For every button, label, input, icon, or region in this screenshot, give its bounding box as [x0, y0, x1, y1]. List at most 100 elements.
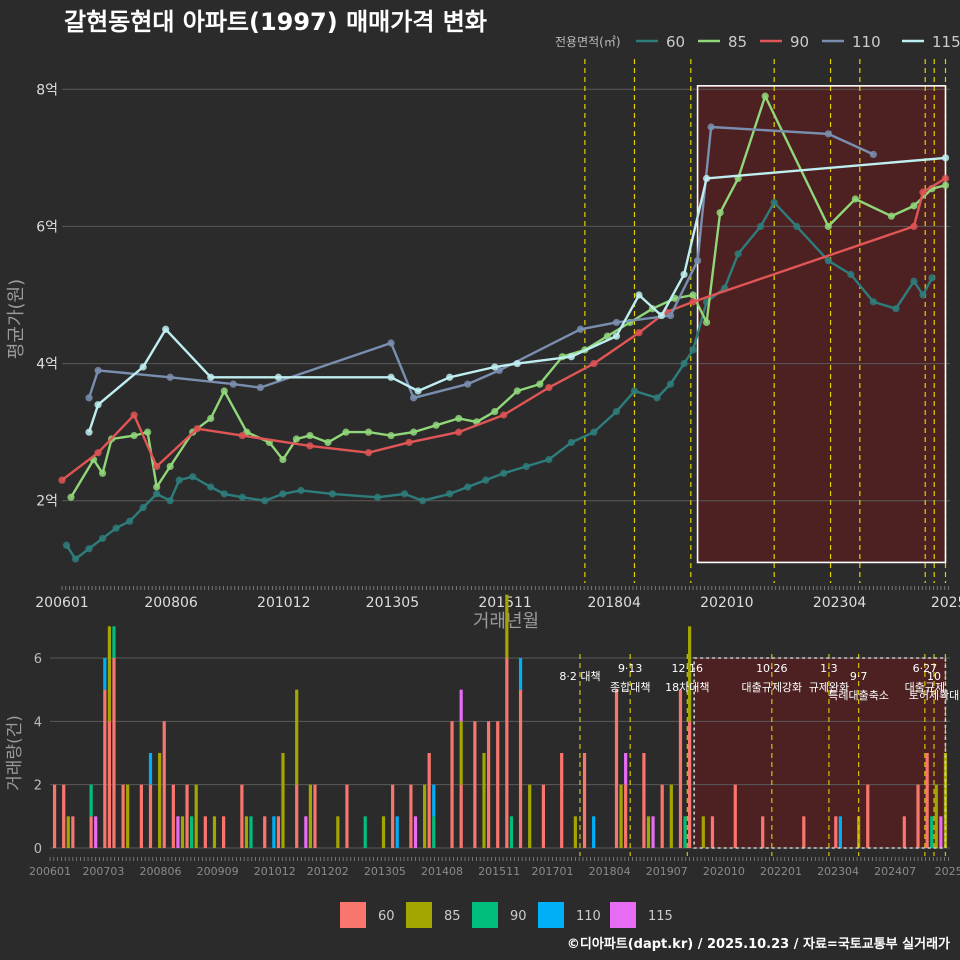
bottom-x-tick-label: 201202: [307, 865, 349, 878]
bar-110: [838, 816, 842, 848]
data-point-85: [98, 469, 107, 477]
data-point-85: [513, 387, 521, 395]
legend-label-110: 110: [852, 33, 881, 51]
bar-110: [432, 784, 436, 817]
bottom-legend-swatch-115: [610, 902, 636, 928]
data-point-85: [432, 421, 440, 429]
data-point-60: [207, 483, 215, 491]
bottom-x-tick-label: 201804: [589, 865, 631, 878]
bar-85: [295, 689, 299, 785]
data-point-60: [328, 490, 337, 498]
bottom-legend-label-60: 60: [378, 909, 395, 924]
bar-115: [939, 816, 943, 848]
bar-85: [669, 784, 673, 848]
data-point-110: [166, 373, 174, 381]
bar-115: [94, 816, 98, 848]
data-point-110: [229, 380, 237, 388]
bottom-x-tick-label: 201701: [532, 865, 574, 878]
bar-85: [573, 816, 577, 848]
bar-115: [459, 689, 463, 722]
bar-60: [162, 721, 166, 848]
bar-85: [505, 594, 509, 658]
data-point-60: [928, 274, 936, 282]
bar-60: [802, 816, 806, 848]
data-point-115: [513, 359, 521, 368]
data-point-60: [630, 387, 639, 395]
data-point-90: [306, 442, 314, 450]
bar-85: [308, 784, 313, 848]
bar-85: [482, 753, 486, 848]
bottom-legend-swatch-60: [340, 902, 366, 928]
data-point-60: [175, 476, 183, 484]
data-point-110: [869, 150, 877, 159]
data-point-85: [824, 222, 832, 231]
data-point-60: [522, 462, 530, 471]
data-point-60: [400, 490, 409, 498]
data-point-115: [612, 332, 621, 340]
bar-85: [158, 753, 162, 848]
bottom-x-tick-label: 201511: [478, 865, 520, 878]
data-point-60: [892, 305, 900, 313]
bar-60: [185, 784, 189, 848]
bar-60: [450, 721, 454, 848]
data-point-85: [941, 181, 950, 189]
data-point-60: [189, 473, 197, 481]
data-point-85: [910, 202, 918, 210]
bar-60: [916, 784, 920, 848]
bar-115: [304, 816, 308, 848]
bar-85: [107, 626, 111, 722]
data-point-85: [220, 387, 228, 395]
highlight-border: [696, 85, 947, 564]
data-point-60: [446, 490, 454, 498]
data-point-90: [153, 462, 161, 471]
data-point-60: [98, 534, 107, 543]
bar-90: [509, 816, 514, 848]
data-point-60: [757, 222, 765, 231]
bar-60: [518, 689, 523, 848]
series-line-110: [87, 125, 874, 400]
bar-90: [683, 816, 687, 848]
bottom-x-tick-label: 202201: [760, 865, 802, 878]
data-point-110: [666, 311, 675, 320]
data-point-115: [446, 373, 454, 381]
data-point-90: [238, 431, 246, 440]
x-tick-label: 201012: [257, 595, 310, 611]
data-point-60: [238, 493, 246, 501]
legend-label-85: 85: [728, 33, 747, 51]
bar-85: [281, 753, 285, 848]
data-point-85: [342, 428, 350, 436]
y-tick-label: 4억: [36, 357, 58, 373]
bar-90: [112, 626, 116, 658]
data-point-60: [612, 407, 621, 416]
data-point-60: [166, 497, 174, 505]
bar-85: [423, 784, 427, 848]
bar-85: [66, 816, 70, 848]
data-point-85: [364, 428, 373, 436]
data-point-90: [689, 298, 697, 306]
bottom-x-tick-label: 200806: [140, 865, 182, 878]
bottom-x-tick-label: 201305: [364, 865, 406, 878]
data-point-85: [324, 438, 332, 447]
bar-60: [902, 816, 906, 848]
data-point-110: [824, 130, 832, 138]
policy-date-label: 10·26: [756, 662, 788, 675]
bar-60: [834, 816, 838, 848]
data-point-60: [482, 476, 490, 484]
data-point-60: [126, 517, 134, 525]
data-point-60: [62, 541, 71, 549]
data-point-60: [869, 298, 877, 306]
data-point-115: [657, 311, 666, 320]
x-tick-label: 200806: [144, 595, 198, 611]
highlight-region: [697, 85, 946, 563]
data-point-110: [387, 339, 395, 347]
data-point-90: [130, 411, 138, 419]
x-tick-label: 201804: [587, 595, 641, 611]
data-point-85: [67, 493, 75, 501]
bar-85: [701, 816, 705, 848]
data-point-115: [414, 387, 422, 395]
bottom-legend-label-85: 85: [444, 909, 461, 924]
data-point-60: [112, 524, 120, 532]
policy-name-label: 토허제확대: [909, 689, 960, 702]
data-point-60: [653, 394, 661, 402]
